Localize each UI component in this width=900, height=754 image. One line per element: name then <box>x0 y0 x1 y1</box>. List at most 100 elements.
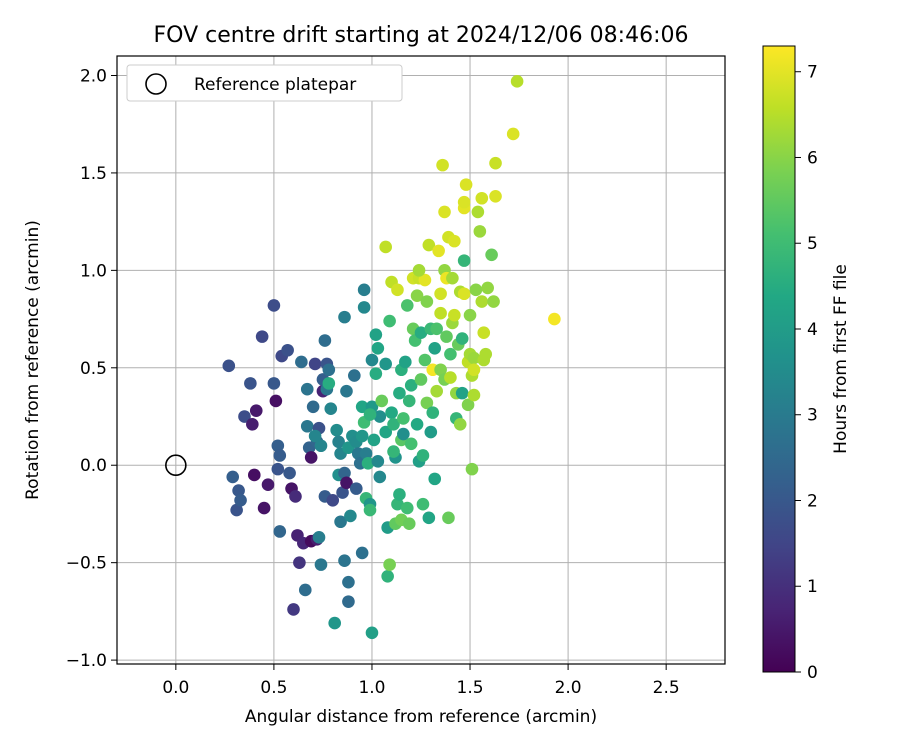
data-point <box>328 616 342 630</box>
data-point <box>434 363 447 377</box>
data-point <box>330 423 343 437</box>
reference-point-marker <box>165 454 187 477</box>
data-point <box>448 234 461 248</box>
data-point <box>371 342 385 355</box>
data-point <box>255 330 269 343</box>
data-point <box>287 603 300 616</box>
data-point <box>475 295 489 308</box>
data-point <box>457 254 471 267</box>
data-point <box>548 312 561 326</box>
data-point <box>230 503 243 517</box>
data-point <box>363 503 377 517</box>
data-point <box>257 501 271 515</box>
data-point <box>426 406 440 419</box>
data-point <box>416 449 430 462</box>
data-point <box>477 326 491 340</box>
data-point <box>273 525 287 538</box>
colorbar-tick-label: 3 <box>807 406 818 426</box>
data-point <box>385 406 398 419</box>
data-point <box>369 367 383 380</box>
colorbar-gradient <box>762 45 796 673</box>
data-point <box>373 410 387 423</box>
data-point <box>232 484 245 497</box>
data-point <box>440 330 453 343</box>
data-point <box>457 195 471 209</box>
x-tick-label: 0.5 <box>260 678 287 698</box>
data-point <box>510 75 524 88</box>
x-axis-label: Angular distance from reference (arcmin) <box>245 707 597 727</box>
data-point <box>269 394 283 408</box>
data-point <box>422 238 436 252</box>
data-point <box>489 156 502 170</box>
y-tick-label: 2.0 <box>80 66 107 86</box>
data-points <box>222 75 561 640</box>
data-point <box>438 205 451 219</box>
colorbar-tick-label: 2 <box>807 491 818 511</box>
data-point <box>271 462 285 476</box>
data-point <box>336 486 349 499</box>
y-tick-label: 0.0 <box>80 456 107 476</box>
data-point <box>355 400 369 414</box>
data-point <box>340 384 353 398</box>
data-point <box>461 398 475 412</box>
data-point <box>455 386 469 400</box>
data-point <box>420 396 434 410</box>
data-point <box>338 554 351 568</box>
data-point <box>434 306 447 320</box>
data-point <box>371 455 385 468</box>
data-point <box>444 347 457 361</box>
x-tick-label: 2.5 <box>653 678 680 698</box>
data-point <box>463 308 477 322</box>
colorbar-tick-label: 7 <box>807 63 818 83</box>
colorbar: 0 1 2 3 4 5 6 7 Hours from first FF file <box>762 45 851 683</box>
data-point <box>432 244 445 258</box>
y-axis-label: Rotation from reference (arcmin) <box>23 220 43 500</box>
plot-frame <box>116 55 726 665</box>
data-point <box>289 490 302 503</box>
data-point <box>355 429 369 443</box>
data-point <box>424 425 438 439</box>
colorbar-tick-label: 1 <box>807 577 818 597</box>
data-point <box>397 427 410 441</box>
data-point <box>308 357 322 371</box>
data-point <box>261 478 275 492</box>
data-point <box>363 408 377 421</box>
data-point <box>402 394 416 408</box>
colorbar-tick-label: 5 <box>807 234 818 254</box>
data-point <box>361 456 375 470</box>
data-point <box>414 373 428 386</box>
data-point <box>312 531 326 544</box>
y-axis-ticks: −1.0 −0.5 0.0 0.5 1.0 1.5 2.0 <box>66 66 117 671</box>
data-point <box>383 558 396 571</box>
data-point <box>455 332 469 345</box>
data-point <box>471 205 485 219</box>
data-point <box>387 418 400 431</box>
data-point <box>410 289 424 302</box>
data-point <box>397 412 410 425</box>
data-point <box>306 400 320 414</box>
data-point <box>234 494 247 507</box>
colorbar-ticks: 0 1 2 3 4 5 6 7 <box>795 63 818 683</box>
data-point <box>326 494 340 507</box>
colorbar-tick-label: 0 <box>807 663 818 683</box>
data-point <box>298 583 312 597</box>
x-tick-label: 1.5 <box>457 678 484 698</box>
data-point <box>457 287 471 301</box>
data-point <box>349 482 363 495</box>
data-point <box>322 363 336 377</box>
data-point <box>244 377 257 390</box>
data-point <box>300 382 314 396</box>
data-point <box>430 322 443 336</box>
data-point <box>308 429 322 443</box>
data-point <box>267 299 281 312</box>
data-point <box>348 369 361 382</box>
data-point <box>391 497 404 511</box>
legend-marker-icon <box>145 73 167 95</box>
data-point <box>342 575 355 589</box>
y-tick-label: −0.5 <box>66 554 107 574</box>
data-point <box>399 355 412 369</box>
data-point <box>404 437 418 451</box>
data-point <box>442 511 455 525</box>
data-point <box>422 511 436 525</box>
